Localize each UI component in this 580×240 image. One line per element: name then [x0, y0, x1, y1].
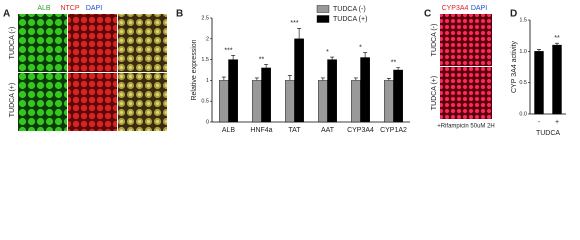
x-tick-label: CYP3A4	[347, 127, 374, 134]
image	[440, 14, 492, 66]
y-tick-label: 0.0	[519, 111, 527, 117]
panel-letter: C	[424, 9, 431, 20]
error-bar	[264, 64, 269, 68]
significance: **	[391, 59, 397, 66]
channel-label: ALB	[37, 5, 51, 12]
x-tick-label: ALB	[222, 127, 236, 134]
bar	[228, 59, 238, 123]
figure: A ALB NTCP DAPI TUDCA (-) TUDCA (+) C CY…	[3, 5, 566, 137]
row-label: TUDCA (-)	[431, 24, 438, 57]
y-tick-label: 2.5	[201, 15, 209, 21]
bar	[393, 69, 403, 123]
image	[440, 67, 492, 119]
error-bar	[537, 49, 541, 52]
x-tick-label: CYP1A2	[380, 127, 407, 134]
bar	[252, 80, 262, 123]
legend-label: TUDCA (+)	[333, 16, 367, 23]
bar	[294, 38, 304, 123]
y-axis-label: CYP 3A4 activity	[511, 41, 518, 94]
bar	[327, 59, 337, 123]
error-bar	[287, 75, 292, 81]
error-bar	[297, 28, 302, 39]
error-bar	[231, 55, 236, 60]
error-bar	[221, 76, 226, 81]
row-label: TUDCA (+)	[9, 83, 16, 117]
image	[118, 73, 167, 131]
x-axis-label: TUDCA	[536, 130, 560, 137]
bar	[318, 80, 328, 123]
bar	[360, 57, 370, 123]
legend-swatch	[316, 5, 330, 13]
bar	[351, 80, 361, 123]
x-tick-label: -	[538, 119, 541, 126]
micrographs	[18, 14, 167, 131]
image	[68, 73, 117, 131]
x-tick-label: AAT	[321, 127, 335, 134]
y-tick-label: 1.0	[519, 49, 527, 55]
y-tick-label: 0.5	[201, 99, 209, 105]
significance: *	[326, 49, 329, 56]
significance: ***	[224, 47, 232, 54]
x-tick-label: HNF4a	[250, 127, 272, 134]
y-tick-label: 0	[206, 119, 209, 125]
y-tick-label: 0.5	[519, 80, 527, 86]
error-bar	[363, 52, 368, 58]
error-bar	[555, 42, 559, 46]
significance: *	[359, 44, 362, 51]
bar	[552, 44, 562, 115]
image	[68, 14, 117, 72]
channel-label: DAPI	[86, 5, 102, 12]
image	[118, 14, 167, 72]
bar	[219, 80, 229, 123]
x-tick-label: +	[555, 119, 559, 126]
error-bar	[353, 77, 358, 81]
panel-letter: B	[176, 9, 183, 20]
image	[18, 14, 67, 72]
panel-letter: A	[3, 9, 10, 20]
bar	[261, 67, 271, 123]
legend-label: TUDCA (-)	[333, 6, 366, 13]
significance: ***	[290, 20, 298, 27]
error-bar	[320, 77, 325, 81]
legend-swatch	[316, 15, 330, 23]
significance: **	[259, 56, 265, 63]
y-tick-label: 1	[206, 78, 209, 84]
y-axis-label: Relative expression	[191, 39, 198, 100]
row-label: TUDCA (+)	[431, 76, 438, 110]
channel-label: CYP3A4	[442, 5, 469, 12]
panel-letter: D	[510, 9, 517, 20]
significance: **	[554, 35, 560, 42]
y-tick-label: 2	[206, 36, 209, 42]
image	[18, 73, 67, 131]
channel-label: NTCP	[60, 5, 79, 12]
treatment-note: +Rifampicin 50uM 2H	[437, 124, 495, 130]
bar	[285, 80, 295, 123]
channel-label: DAPI	[471, 5, 487, 12]
x-tick-label: TAT	[288, 127, 301, 134]
bar	[384, 80, 394, 123]
y-tick-label: 1.5	[519, 17, 527, 23]
error-bar	[330, 56, 335, 60]
error-bar	[254, 77, 259, 81]
error-bar	[386, 78, 391, 81]
row-label: TUDCA (-)	[9, 27, 16, 60]
y-tick-label: 1.5	[201, 57, 209, 63]
error-bar	[396, 67, 401, 70]
bar	[534, 51, 544, 115]
